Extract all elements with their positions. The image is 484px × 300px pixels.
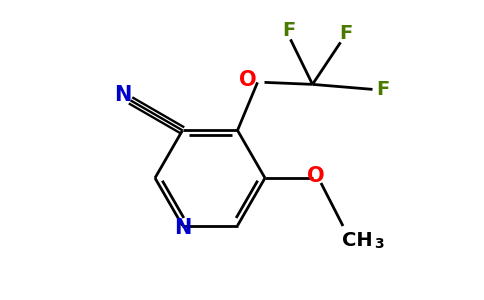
Text: O: O xyxy=(239,70,257,90)
Text: F: F xyxy=(376,80,389,99)
Text: F: F xyxy=(282,21,295,40)
Text: N: N xyxy=(114,85,131,105)
Text: N: N xyxy=(174,218,191,238)
Text: 3: 3 xyxy=(374,237,384,251)
Text: O: O xyxy=(307,166,325,186)
Text: F: F xyxy=(339,24,352,43)
Text: CH: CH xyxy=(342,230,372,250)
